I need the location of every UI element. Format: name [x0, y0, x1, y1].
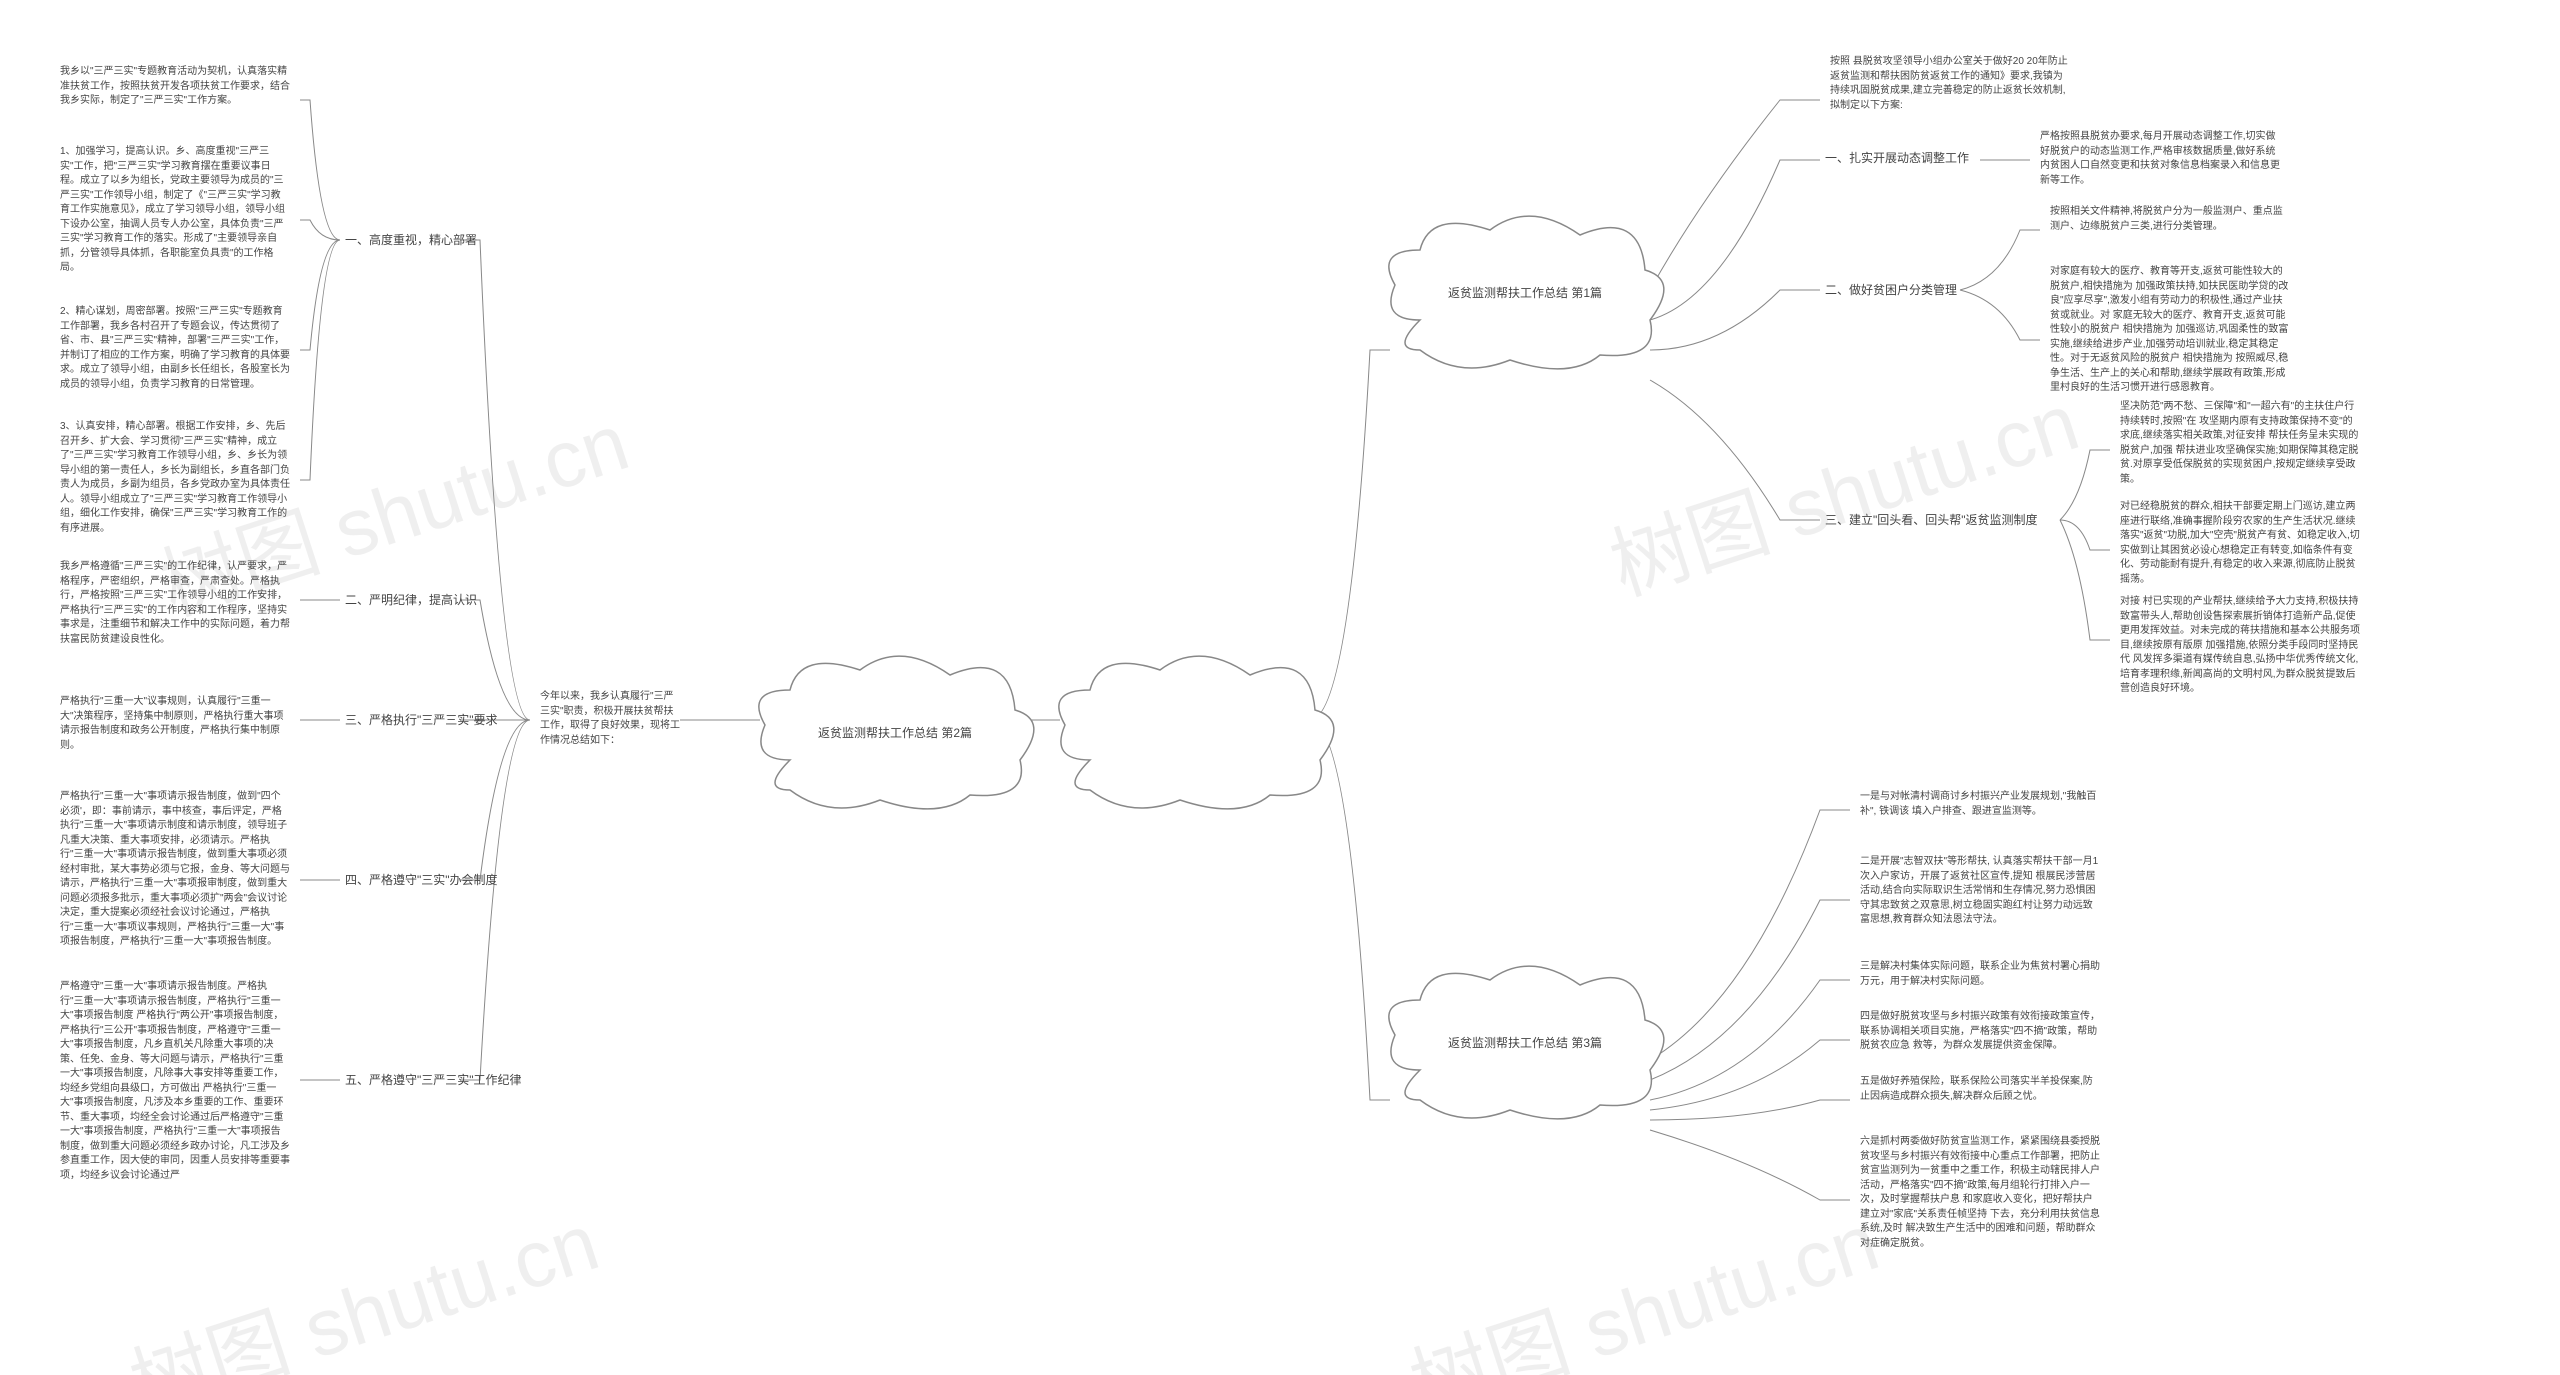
leaf: 二是开展"志智双扶"等形帮扶, 认真落实帮扶干部一月1次入户家访，开展了返贫社区… [1860, 855, 2100, 928]
leaf: 四是做好脱贫攻坚与乡村振兴政策有效衔接政策宣传，联系协调相关项目实施，严格落实"… [1860, 1010, 2100, 1054]
leaf: 严格按照县脱贫办要求,每月开展动态调整工作,切实做好脱贫户的动态监测工作,严格审… [2040, 130, 2280, 188]
leaf: 五是做好养殖保险，联系保险公司落实半羊投保案,防止因病造成群众损失,解决群众后顾… [1860, 1075, 2100, 1104]
leaf: 严格遵守"三重一大"事项请示报告制度。严格执行"三重一大"事项请示报告制度，严格… [60, 980, 290, 1183]
left-branch-4: 四、严格遵守"三实"办会制度 [345, 872, 498, 889]
root2-intro: 今年以来，我乡认真履行"三严三实"职责，积极开展扶贫帮扶工作，取得了良好效果，现… [540, 690, 680, 748]
leaf: 我乡严格遵循"三严三实"的工作纪律，认严要求，严格程序，严密组织，严格审查，严肃… [60, 560, 290, 647]
leaf: 一是与对帐清村调商讨乡村振兴产业发展规划,"我触百 补", 铁调该 填入户排查、… [1860, 790, 2100, 819]
leaf: 六是抓村两委做好防贫宣监测工作，紧紧围绕县委授脱 贫攻坚与乡村振兴有效衔接中心重… [1860, 1135, 2100, 1251]
r1-label: 返贫监测帮扶工作总结 第1篇 [1430, 285, 1620, 302]
left-branch-3: 三、严格执行"三严三实"要求 [345, 712, 498, 729]
leaf: 2、精心谋划，周密部署。按照"三严三实"专题教育工作部署，我乡各村召开了专题会议… [60, 305, 290, 392]
left-branch-5: 五、严格遵守"三严三实"工作纪律 [345, 1072, 522, 1089]
leaf: 对接 村已实现的产业帮扶,继续给予大力支持,积极扶持致富带头人,帮助创设售探索展… [2120, 595, 2360, 697]
leaf: 3、认真安排，精心部署。根据工作安排，乡、先后召开乡、扩大会、学习贯彻"三严三实… [60, 420, 290, 536]
leaf: 按照相关文件精神,将脱贫户分为一般监测户、重点监测户、边缘脱贫户三类,进行分类管… [2050, 205, 2290, 234]
r1-branch-1: 一、扎实开展动态调整工作 [1825, 150, 1969, 167]
leaf: 对家庭有较大的医疗、教育等开支,返贫可能性较大的脱贫户,相快措施为 加强政策扶持… [2050, 265, 2290, 396]
leaf: 严格执行"三重一大"事项请示报告制度，做到"四个必须'，即：事前请示，事中核查，… [60, 790, 290, 950]
leaf: 严格执行"三重一大"议事规则，认真履行"三重一大"决策程序，坚持集中制原则，严格… [60, 695, 290, 753]
r1-branch-2: 二、做好贫困户分类管理 [1825, 282, 1957, 299]
root2-label: 返贫监测帮扶工作总结 第2篇 [800, 725, 990, 742]
leaf: 三是解决村集体实际问题，联系企业为焦贫村署心捐助万元，用于解决村实际问题。 [1860, 960, 2100, 989]
leaf: 我乡以"三严三实"专题教育活动为契机，认真落实精准扶贫工作，按照扶贫开发各项扶贫… [60, 65, 290, 109]
left-branch-1: 一、高度重视，精心部署 [345, 232, 477, 249]
r1-intro: 按照 县脱贫攻坚领导小组办公室关于做好20 20年防止返贫监测和帮扶困防贫返贫工… [1830, 55, 2070, 113]
leaf: 1、加强学习，提高认识。乡、高度重视"三严三实"工作，把"三严三实"学习教育摆在… [60, 145, 290, 276]
leaf: 对已经稳脱贫的群众,相扶干部要定期上门巡访,建立两座进行联络,准确事握阶段穷农家… [2120, 500, 2360, 587]
r3-label: 返贫监测帮扶工作总结 第3篇 [1430, 1035, 1620, 1052]
left-branch-2: 二、严明纪律，提高认识 [345, 592, 477, 609]
leaf: 坚决防范"两不愁、三保障"和"一超六有"的主扶住户行持续转时,按照"在 攻坚期内… [2120, 400, 2360, 487]
r1-branch-3: 三、建立"回头看、回头帮"返贫监测制度 [1825, 512, 2038, 529]
